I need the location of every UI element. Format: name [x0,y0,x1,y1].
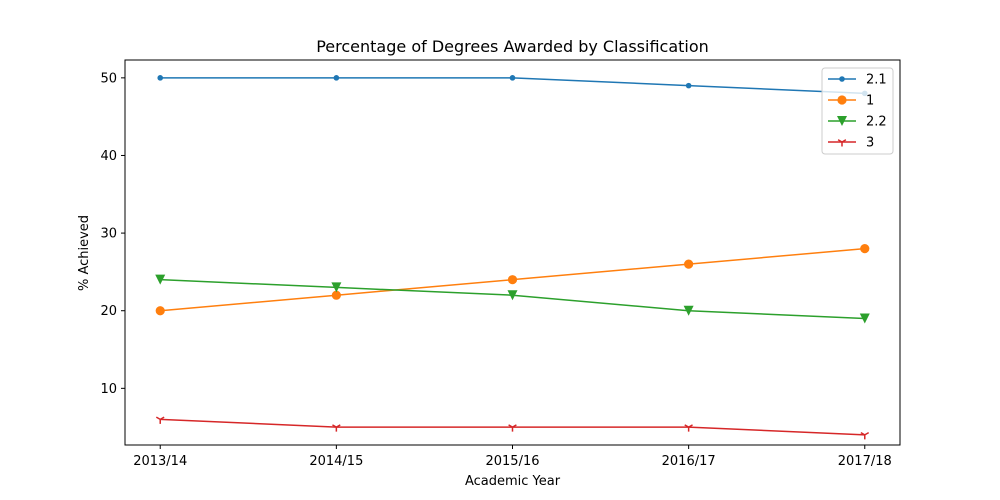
plot-area: 2013/14 2014/15 2015/16 2016/17 2017/18 10 20 3… [100,59,901,469]
legend-2-2-label: 2.2 [866,115,887,130]
series-1-point [860,244,870,254]
series-2-1-point [157,75,164,81]
series-1-point [331,290,341,300]
series-3-point [860,432,870,440]
series-3-point [684,424,693,432]
legend-2-2-marker [837,116,847,126]
y-axis-label: % Achieved [77,215,92,291]
series-2-1-point [509,75,516,81]
legend-1-label: 1 [866,94,874,109]
x-tick-label: 2016/17 [662,454,716,469]
series-2-2-point [331,282,342,293]
series-3-point [332,424,341,432]
y-tick-label: 50 [100,71,117,86]
series-1-point [684,259,694,269]
series-2-2-point [859,313,870,324]
series-2-1-point [333,75,340,81]
legend-2-1-label: 2.1 [866,73,887,88]
x-tick-label: 2013/14 [133,454,187,469]
x-tick-label: 2015/16 [485,454,539,469]
x-tick-label: 2017/18 [838,454,892,469]
series-1-point [507,275,518,285]
series-3-point [155,416,165,424]
series-2-1-point [685,82,692,89]
y-tick-label: 20 [100,304,117,319]
x-tick-label: 2014/15 [309,454,363,469]
chart-title: Percentage of Degrees Awarded by Classif… [316,37,709,56]
x-axis-label: Academic Year [465,474,561,489]
legend-3-marker [837,139,847,147]
y-tick-label: 10 [100,382,117,397]
y-tick-label: 30 [100,227,117,242]
legend: 2.1 1 2.2 3 [821,67,894,155]
series-3-point [508,424,517,432]
series-2-2-point [507,290,518,301]
y-tick-label: 40 [100,149,117,164]
series-2-2-point [683,305,694,316]
legend-2-1-marker [839,76,845,82]
legend-frame [821,67,894,155]
legend-1-marker [837,95,847,105]
series-2-2-point [155,274,166,285]
legend-3-label: 3 [866,136,874,151]
series-1-point [155,306,165,316]
